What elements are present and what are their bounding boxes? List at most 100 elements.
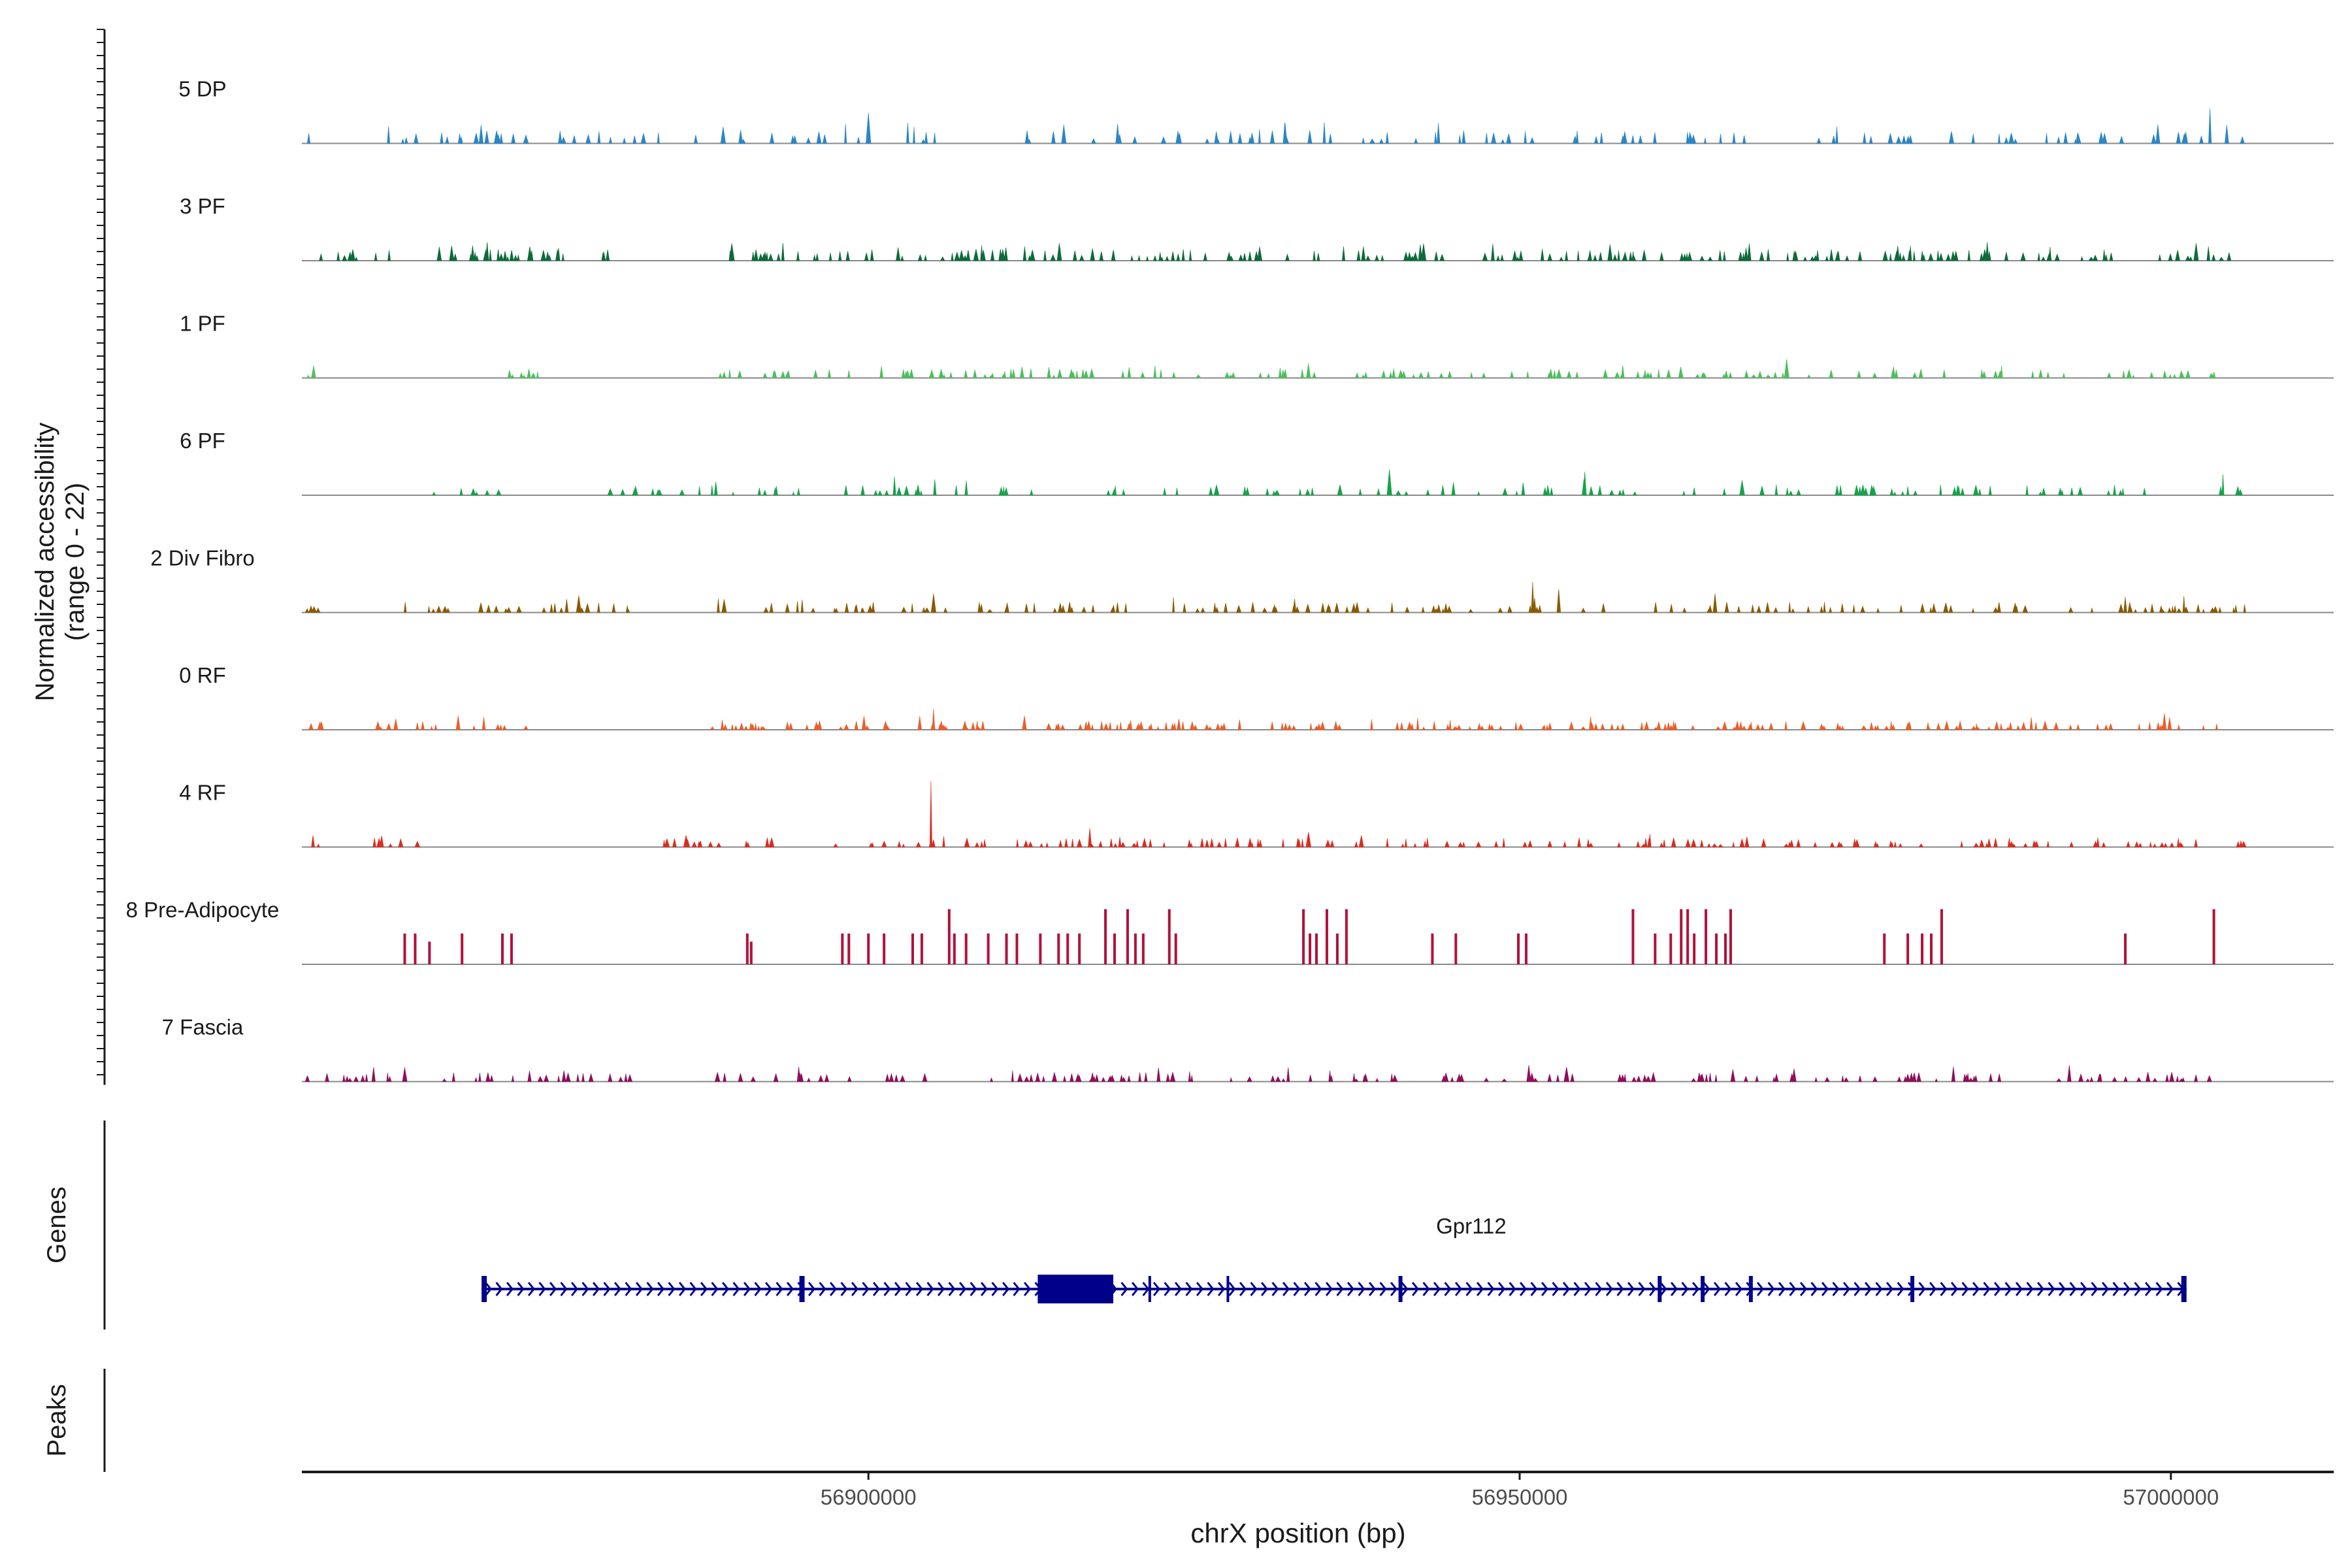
coverage-bar [1723,933,1727,964]
coverage-peak [1622,251,1628,261]
coverage-peak [1928,252,1934,261]
coverage-peak [1468,726,1471,730]
coverage-peak [1354,841,1358,847]
coverage-peak [1737,606,1741,613]
coverage-peak [1690,838,1697,847]
coverage-peak [1907,721,1912,730]
coverage-peak [557,248,561,261]
coverage-peak [1666,722,1671,730]
coverage-peak [1458,1073,1465,1082]
coverage-peak [2132,374,2135,378]
coverage-peak [1301,839,1304,847]
strand-arrow [1358,1282,1365,1296]
strand-arrow [1681,1282,1689,1296]
coverage-peak [511,133,516,144]
coverage-peak [1629,252,1633,261]
coverage-peak [845,251,850,261]
coverage-peak [1250,842,1254,847]
coverage-peak [1237,133,1243,144]
coverage-peak [1538,605,1542,613]
coverage-peak [1831,135,1836,144]
strand-arrow [1605,1282,1614,1296]
coverage-peak [2155,124,2161,144]
gene-exon [1398,1276,1403,1302]
coverage-peak [1739,721,1743,730]
coverage-peak [1195,374,1201,378]
coverage-peak [2158,254,2162,261]
coverage-peak [1854,485,1859,496]
coverage-peak [2069,841,2074,847]
coverage-peak [627,608,630,613]
coverage-peak [921,606,926,613]
coverage-bar [1431,933,1434,964]
coverage-peak [482,717,486,730]
coverage-peak [1946,253,1951,261]
coverage-peak [2023,843,2028,847]
coverage-peak [838,727,843,730]
coverage-peak [2080,256,2084,261]
coverage-peak [606,250,610,261]
coverage-peak [1944,720,1950,730]
coverage-peak [768,253,774,261]
coverage-peak [1788,490,1793,496]
strand-arrow [1347,1282,1355,1296]
coverage-peak [1413,843,1417,847]
coverage-peak [1090,248,1096,261]
coverage-peak [430,725,433,730]
coverage-peak [1024,131,1030,144]
coverage-peak [2224,125,2229,144]
strand-arrow [1670,1282,1678,1296]
coverage-peak [1712,593,1718,613]
coverage-peak [1913,490,1918,496]
strand-arrow [926,1282,934,1296]
coverage-peak [1156,726,1160,730]
coverage-peak [1589,722,1595,730]
coverage-bar [428,941,431,964]
strand-arrow [678,1282,687,1296]
coverage-peak [1521,482,1526,496]
coverage-peak [442,606,448,613]
coverage-peak [489,250,492,261]
coverage-peak [2196,604,2200,613]
coverage-peak [1997,133,2001,144]
coverage-peak [1968,1077,1974,1082]
coverage-peak [867,604,874,613]
coverage-peak [2076,133,2082,144]
coverage-peak [1058,602,1063,613]
coverage-peak [1330,1075,1333,1082]
coverage-peak [1273,606,1278,613]
coverage-peak [828,252,832,261]
coverage-peak [506,606,512,613]
coverage-peak [1328,606,1331,613]
coverage-peak [939,256,945,261]
strand-arrow [1929,1282,1937,1296]
coverage-peak [1379,138,1384,144]
coverage-peak [1238,254,1244,261]
coverage-peak [1809,256,1816,261]
coverage-peak [1755,723,1761,730]
coverage-peak [2056,1078,2062,1082]
coverage-peak [1773,606,1778,613]
coverage-peak [1117,134,1122,144]
coverage-peak [1041,1076,1045,1082]
strand-arrow [1519,1282,1527,1296]
coverage-peak [1711,843,1718,847]
coverage-peak [943,607,948,613]
coverage-peak [760,726,766,730]
coverage-peak [1593,254,1597,261]
coverage-peak [1172,597,1175,613]
coverage-peak [931,840,936,847]
coverage-peak [1644,838,1648,847]
coverage-peak [1973,843,1980,847]
coverage-peak [1188,250,1192,261]
coverage-peak [2136,1077,2142,1082]
coverage-peak [773,1073,779,1082]
coverage-peak [1899,605,1903,613]
coverage-peak [921,139,926,144]
coverage-peak [1840,603,1844,613]
coverage-peak [2181,1077,2185,1082]
coverage-peak [1045,723,1052,730]
track-8-pre-adipocyte: 8 Pre-Adipocyte [126,898,2334,965]
coverage-bar [1335,933,1339,964]
coverage-bar [1929,933,1933,964]
